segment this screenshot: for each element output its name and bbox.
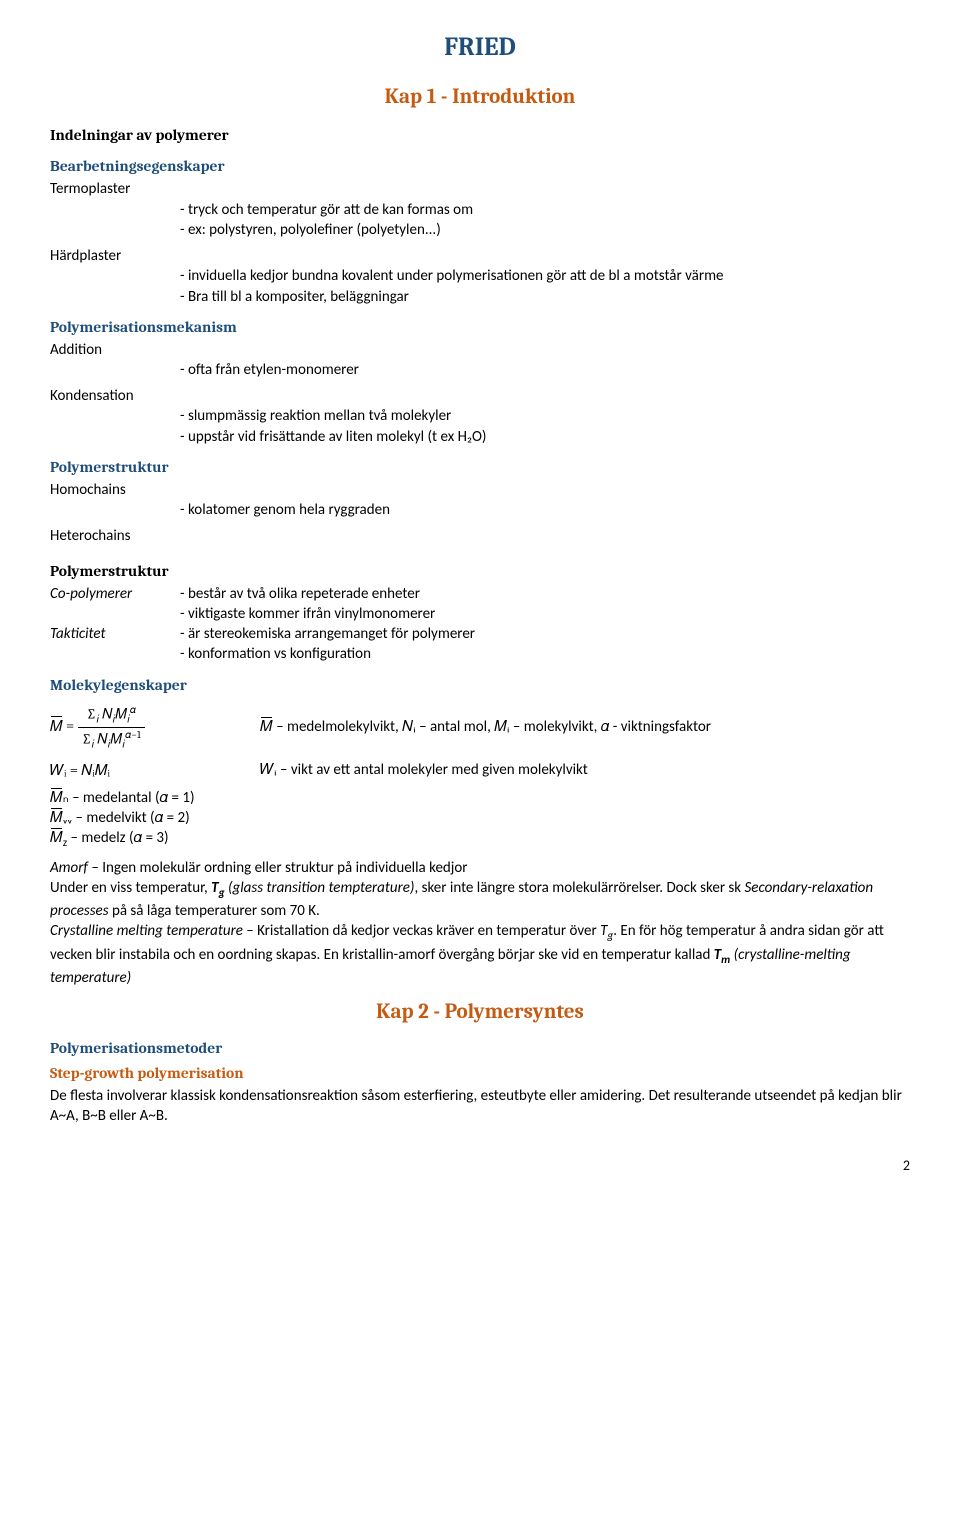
mbar-formula: 𝑀 = ∑𝑖 𝑁𝑖𝑀𝑖𝛼 ∑𝑖 𝑁𝑖𝑀𝑖𝛼−1 <box>50 703 260 751</box>
copolymerer-desc-1: - består av två olika repeterade enheter <box>180 584 910 604</box>
tg-sent-c: på så låga temperaturer som 70 K. <box>109 902 320 920</box>
bearbetning-heading: Bearbetningsegenskaper <box>50 156 910 177</box>
takticitet-desc-2: - konformation vs konfiguration <box>180 644 910 664</box>
struktur1-heading: Polymerstruktur <box>50 457 910 478</box>
takticitet-desc-1: - är stereokemiska arrangemanget för pol… <box>180 624 910 644</box>
main-title: FRIED <box>50 30 910 65</box>
mn-line: 𝑀ₙ – medelantal (𝛼 = 1) <box>50 788 910 808</box>
mw-line: 𝑀ᵥᵥ – medelvikt (𝛼 = 2) <box>50 808 910 828</box>
tg-ref: Tg <box>600 922 613 940</box>
mbar-desc-text: – medelmolekylvikt, 𝑁ᵢ – antal mol, 𝑀ᵢ –… <box>273 718 711 736</box>
wi-desc: 𝑊ᵢ – vikt av ett antal molekyler med giv… <box>260 760 910 780</box>
page-number: 2 <box>50 1157 910 1176</box>
blank-col-2 <box>50 644 180 664</box>
struktur2-heading: Polymerstruktur <box>50 561 910 582</box>
chapter-2-title: Kap 2 - Polymersyntes <box>50 998 910 1026</box>
homochains-label: Homochains <box>50 480 910 500</box>
cmt-italic: Crystalline melting temperature <box>50 922 243 940</box>
addition-label: Addition <box>50 340 910 360</box>
amorf-paragraph: Amorf – Ingen molekulär ordning eller st… <box>50 858 910 988</box>
tm-sub: m <box>721 953 730 967</box>
amorf-label: Amorf <box>50 859 88 877</box>
hardplaster-desc-1: - inviduella kedjor bundna kovalent unde… <box>180 266 910 286</box>
addition-desc-1: - ofta från etylen-monomerer <box>180 360 910 380</box>
kondensation-desc-2: - uppstår vid frisättande av liten molek… <box>180 427 910 447</box>
copolymerer-label: Co-polymerer <box>50 584 180 604</box>
mbar-desc: 𝑀 – medelmolekylvikt, 𝑁ᵢ – antal mol, 𝑀ᵢ… <box>260 717 910 737</box>
tg-italic: (glass transition tempterature) <box>225 879 415 897</box>
termoplaster-desc-2: - ex: polystyren, polyolefiner (polyetyl… <box>180 220 910 240</box>
amorf-text: – Ingen molekulär ordning eller struktur… <box>88 859 468 877</box>
tg-sent-b: , sker inte längre stora molekulärrörels… <box>414 879 744 897</box>
tg-sent-a: Under en viss temperatur, <box>50 879 211 897</box>
stepgrowth-heading: Step-growth polymerisation <box>50 1063 910 1084</box>
polymetoder-heading: Polymerisationsmetoder <box>50 1038 910 1059</box>
indelningar-heading: Indelningar av polymerer <box>50 125 910 146</box>
mz-line: 𝑀z – medelz (𝛼 = 3) <box>50 828 910 851</box>
molekyle-heading: Molekylegenskaper <box>50 675 910 696</box>
hardplaster-desc-2: - Bra till bl a kompositer, beläggningar <box>180 287 910 307</box>
wi-formula: 𝑊ᵢ = 𝑁ᵢ𝑀ᵢ <box>50 760 260 780</box>
mekanism-heading: Polymerisationsmekanism <box>50 317 910 338</box>
homochains-desc: - kolatomer genom hela ryggraden <box>180 500 910 520</box>
heterochains-label: Heterochains <box>50 526 910 546</box>
takticitet-label: Takticitet <box>50 624 180 644</box>
termoplaster-label: Termoplaster <box>50 179 910 199</box>
copolymerer-desc-2: - viktigaste kommer ifrån vinylmonomerer <box>180 604 910 624</box>
stepgrowth-text: De flesta involverar klassisk kondensati… <box>50 1086 910 1127</box>
chapter-1-title: Kap 1 - Introduktion <box>50 83 910 111</box>
cmt-text-a: – Kristallation då kedjor veckas kräver … <box>243 922 600 940</box>
hardplaster-label: Härdplaster <box>50 246 910 266</box>
tg-bold: T <box>211 879 218 897</box>
termoplaster-desc-1: - tryck och temperatur gör att de kan fo… <box>180 200 910 220</box>
kondensation-label: Kondensation <box>50 386 910 406</box>
blank-col <box>50 604 180 624</box>
kondensation-desc-1: - slumpmässig reaktion mellan två moleky… <box>180 406 910 426</box>
